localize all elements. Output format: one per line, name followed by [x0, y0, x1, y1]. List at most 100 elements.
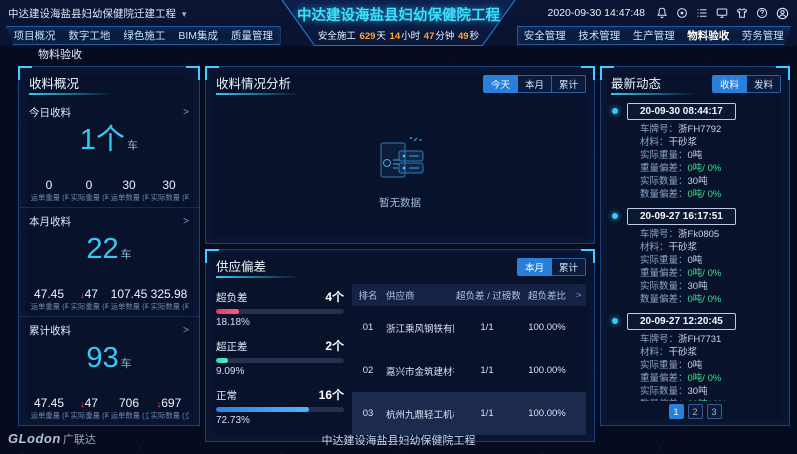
- month-vehicle-count: 22 车: [86, 233, 132, 265]
- timeline-entry: 20-09-27 12:20:45 车牌号：浙FH7731 材料：干砂浆 实际重…: [611, 311, 781, 401]
- safety-countdown: 安全施工 629天 14小时 47分钟 49秒: [317, 31, 480, 42]
- chevron-right-icon: >: [183, 325, 189, 336]
- project-selector-label: 中达建设海盐县妇幼保健院迁建工程: [8, 7, 176, 20]
- entry-timestamp: 20-09-30 08:44:17: [627, 103, 736, 120]
- field-actual-qty: 实际数量：30吨: [640, 176, 708, 187]
- field-actual-weight: 实际重量：0吨: [640, 150, 703, 161]
- page-button-3[interactable]: 3: [706, 404, 722, 419]
- tab-today[interactable]: 今天: [482, 75, 518, 93]
- field-qty-deviation: 数量偏差：30吨/ 0%: [627, 398, 781, 401]
- timeline-entry: 20-09-30 08:44:17 车牌号：浙FH7792 材料：干砂浆 实际重…: [611, 101, 781, 201]
- nav-tab-quality-management[interactable]: 质量管理: [230, 30, 273, 42]
- section-total-link[interactable]: 累计收料 >: [29, 323, 189, 338]
- analysis-period-tabs: 今天 本月 累计: [482, 75, 586, 93]
- top-header: 中达建设海盐县妇幼保健院迁建工程 ▾ 2020-09-30 14:47:48: [0, 0, 797, 46]
- field-plate-number: 车牌号：浙Fk0805: [640, 229, 720, 240]
- table-row[interactable]: 02 嘉兴市金筑建材有... 1/1 100.00%: [362, 365, 566, 378]
- section-total-label: 累计收料: [29, 325, 71, 337]
- nav-tab-project-overview[interactable]: 项目概况: [13, 30, 56, 42]
- table-more-icon[interactable]: >: [576, 289, 582, 301]
- user-avatar-icon[interactable]: [775, 6, 789, 20]
- field-actual-weight: 实际重量：0吨: [640, 255, 703, 266]
- bell-icon[interactable]: [655, 6, 669, 20]
- panel-title-receive-overview: 收料概况: [29, 73, 114, 95]
- nav-tab-production-management[interactable]: 生产管理: [632, 30, 675, 42]
- entry-timestamp: 20-09-27 12:20:45: [627, 313, 736, 330]
- list-icon[interactable]: [695, 6, 709, 20]
- metric-over-positive: 超正差 2个 9.09%: [216, 339, 344, 377]
- total-vehicle-count: 93 车: [86, 342, 132, 374]
- tab-cumulative[interactable]: 累计: [551, 258, 586, 276]
- empty-state: 暂无数据: [206, 99, 594, 243]
- metric-over-negative: 超负差 4个 18.18%: [216, 290, 344, 328]
- section-today-link[interactable]: 今日收料 >: [29, 105, 189, 120]
- no-data-icon: [367, 133, 433, 190]
- page-button-2[interactable]: 2: [687, 404, 703, 419]
- pagination: 1 2 3: [601, 401, 789, 425]
- field-qty-deviation: 数量偏差：0吨/ 0%: [640, 189, 722, 200]
- glodon-logo: GLodon 广联达: [8, 431, 96, 446]
- tab-issue-material[interactable]: 发料: [746, 75, 781, 93]
- panel-supply-deviation: 供应偏差 本月 累计 超负差 4个 18.18% 超正差 2个: [205, 249, 595, 442]
- tab-this-month[interactable]: 本月: [516, 258, 552, 276]
- center-column: 收料情况分析 今天 本月 累计: [205, 66, 595, 442]
- field-material: 材料：干砂浆: [640, 347, 698, 358]
- nav-tab-digital-site[interactable]: 数字工地: [68, 30, 111, 42]
- datetime-display: 2020-09-30 14:47:48: [547, 7, 646, 19]
- field-actual-weight: 实际重量：0吨: [640, 360, 703, 371]
- nav-tab-material-acceptance[interactable]: 物料验收: [687, 30, 730, 42]
- entry-timestamp: 20-09-27 16:17:51: [627, 208, 736, 225]
- project-selector[interactable]: 中达建设海盐县妇幼保健院迁建工程 ▾: [8, 6, 186, 21]
- page-title: 中达建设海盐县妇幼保健院工程: [297, 8, 500, 24]
- section-month-link[interactable]: 本月收料 >: [29, 214, 189, 229]
- field-weight-deviation: 重量偏差：0吨/ 0%: [640, 268, 722, 279]
- page-button-1[interactable]: 1: [668, 404, 684, 419]
- panel-title-latest-activity: 最新动态: [611, 73, 696, 95]
- field-material: 材料：干砂浆: [640, 137, 698, 148]
- panel-receive-analysis: 收料情况分析 今天 本月 累计: [205, 66, 595, 244]
- theme-shirt-icon[interactable]: [735, 6, 749, 20]
- record-icon[interactable]: [675, 6, 689, 20]
- field-material: 材料：干砂浆: [640, 242, 698, 253]
- section-today-label: 今日收料: [29, 107, 71, 119]
- field-plate-number: 车牌号：浙FH7731: [640, 334, 722, 345]
- activity-timeline: 20-09-30 08:44:17 车牌号：浙FH7792 材料：干砂浆 实际重…: [601, 99, 789, 401]
- progress-bar: [216, 358, 344, 363]
- breadcrumb: 物料验收: [38, 49, 82, 61]
- nav-tab-safety-management[interactable]: 安全管理: [523, 30, 566, 42]
- nav-tab-labor-management[interactable]: 劳务管理: [741, 30, 784, 42]
- table-row[interactable]: 03 杭州九鼎轻工机械... 1/1 100.00%: [352, 392, 586, 435]
- field-qty-deviation: 数量偏差：0吨/ 0%: [640, 294, 722, 305]
- table-row[interactable]: 01 浙江乘风钢铁有限... 1/1 100.00%: [362, 322, 566, 335]
- chevron-down-icon: ▾: [181, 8, 187, 19]
- monitor-icon[interactable]: [715, 6, 729, 20]
- section-month-label: 本月收料: [29, 216, 71, 228]
- metric-normal: 正常 16个 72.73%: [216, 388, 344, 426]
- nav-tab-technical-management[interactable]: 技术管理: [578, 30, 621, 42]
- nav-tab-green-construction[interactable]: 绿色施工: [123, 30, 166, 42]
- tab-receive-material[interactable]: 收料: [711, 75, 747, 93]
- tab-this-month[interactable]: 本月: [517, 75, 552, 93]
- nav-tab-bim-integration[interactable]: BIM集成: [178, 30, 218, 42]
- field-weight-deviation: 重量偏差：0吨/ 0%: [640, 163, 722, 174]
- nav-right-group: 安全管理 技术管理 生产管理 物料验收 劳务管理: [517, 26, 792, 45]
- panel-title-supply-deviation: 供应偏差: [216, 256, 301, 278]
- progress-bar: [216, 407, 344, 412]
- tab-cumulative[interactable]: 累计: [551, 75, 586, 93]
- field-actual-qty: 实际数量：30吨: [640, 281, 708, 292]
- supplier-deviation-table: 排名 供应商 超负差 / 过磅数 超负差比 > 01 浙江乘风钢铁有限... 1…: [352, 284, 586, 435]
- supply-period-tabs: 本月 累计: [516, 258, 586, 276]
- help-icon[interactable]: [755, 6, 769, 20]
- nav-left-group: 项目概况 数字工地 绿色施工 BIM集成 质量管理: [6, 26, 281, 45]
- today-vehicle-count: 1个车: [79, 124, 139, 156]
